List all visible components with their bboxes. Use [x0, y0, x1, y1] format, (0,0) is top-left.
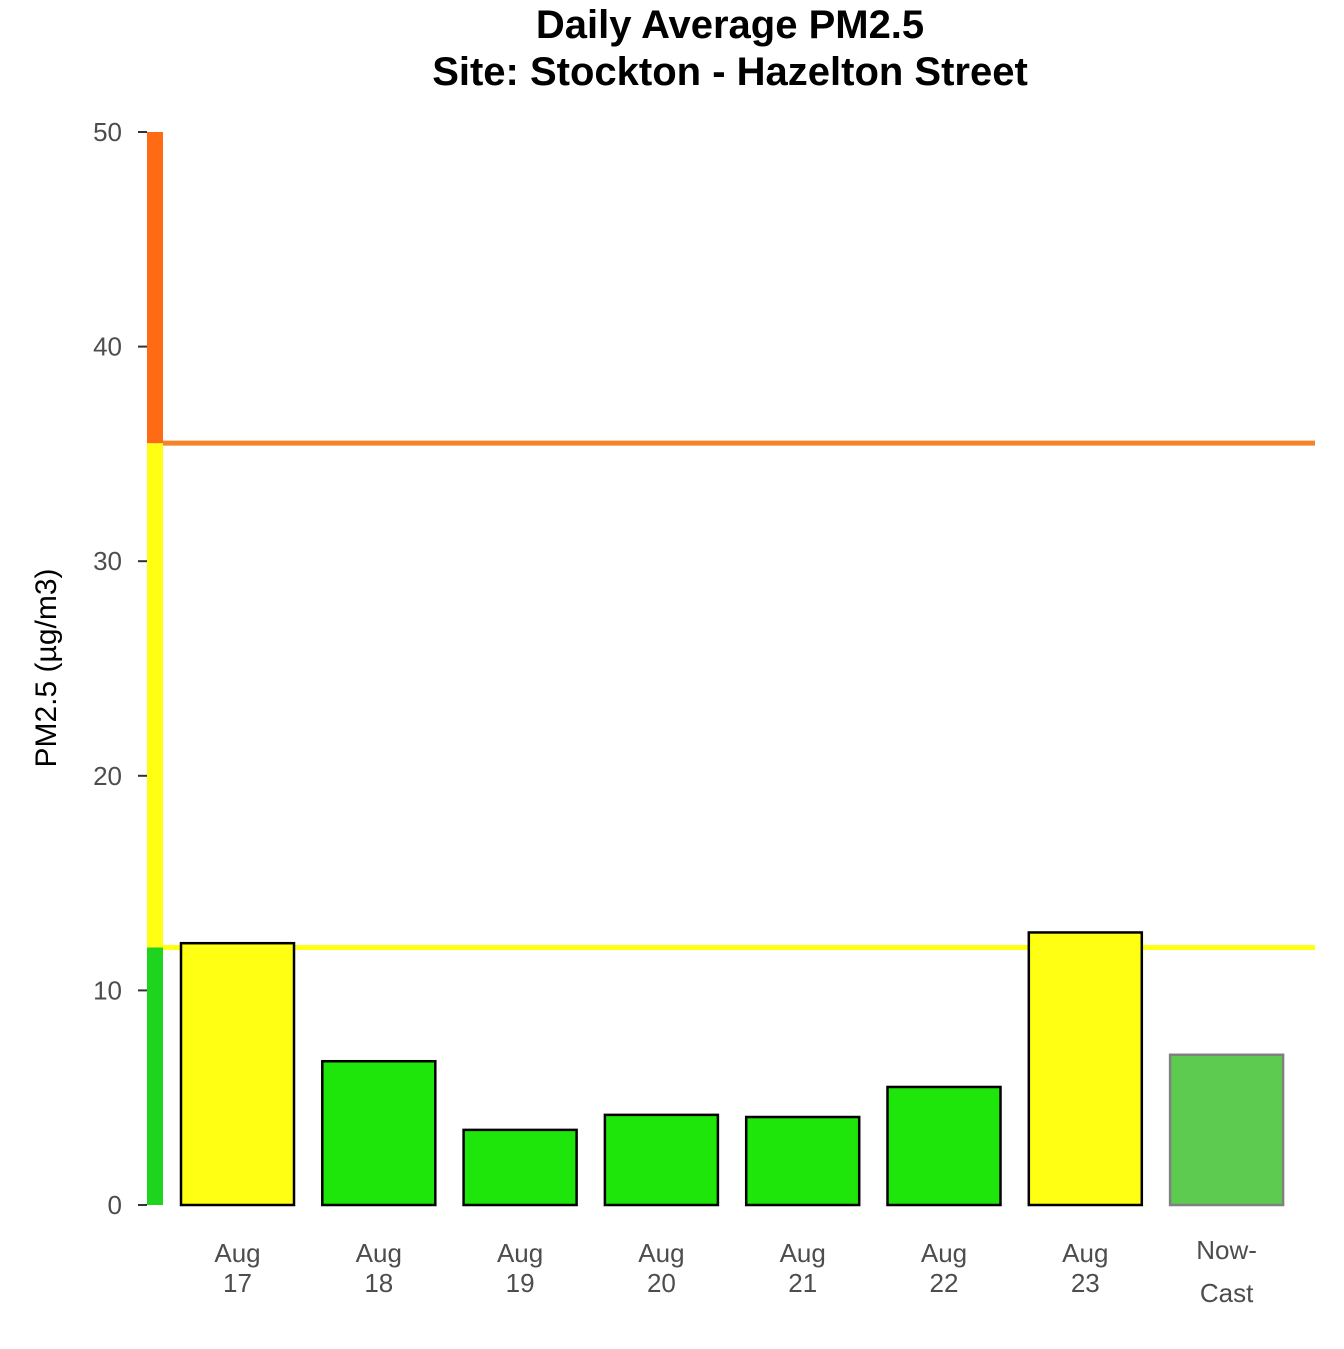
x-label-line1-0: Aug: [214, 1238, 260, 1268]
bar-1: [321, 1059, 437, 1207]
y-axis-title: PM2.5 (µg/m3): [30, 569, 63, 768]
x-label-line2-6: 23: [1071, 1268, 1100, 1298]
y-tick-label-1: 10: [93, 975, 122, 1005]
threshold-lines: [163, 440, 1315, 950]
y-tick-label-2: 20: [93, 761, 122, 791]
y-tick-label-4: 40: [93, 332, 122, 362]
x-label-line2-7: Cast: [1200, 1278, 1254, 1308]
y-axis-ticks: 0 10 20 30 40 50: [93, 117, 147, 1220]
bar-3: [603, 1113, 720, 1207]
x-label-line1-7: Now-: [1196, 1235, 1257, 1265]
bar-7: [1168, 1053, 1285, 1207]
y-tick-label-0: 0: [108, 1190, 122, 1220]
x-label-line2-2: 19: [506, 1268, 535, 1298]
bar-6: [1027, 931, 1144, 1207]
x-label-line2-1: 18: [364, 1268, 393, 1298]
chart-title-line-1: Daily Average PM2.5: [536, 3, 924, 47]
aqi-band-segment-0: [147, 947, 163, 1205]
x-label-line1-4: Aug: [780, 1238, 826, 1268]
x-label-line2-3: 20: [647, 1268, 676, 1298]
bars: [179, 931, 1285, 1207]
y-tick-label-5: 50: [93, 117, 122, 147]
x-label-line1-3: Aug: [638, 1238, 684, 1268]
x-label-line1-1: Aug: [356, 1238, 402, 1268]
x-label-line1-5: Aug: [921, 1238, 967, 1268]
x-axis-labels: Aug17Aug18Aug19Aug20Aug21Aug22Aug23Now-C…: [214, 1235, 1257, 1308]
x-label-line2-5: 22: [930, 1268, 959, 1298]
bar-4: [744, 1115, 861, 1207]
bar-5: [886, 1085, 1002, 1207]
chart-title-line-2: Site: Stockton - Hazelton Street: [432, 50, 1028, 94]
x-label-line1-6: Aug: [1062, 1238, 1108, 1268]
x-label-line2-4: 21: [788, 1268, 817, 1298]
bar-2: [462, 1128, 578, 1207]
y-tick-label-3: 30: [93, 546, 122, 576]
aqi-band-segment-1: [147, 443, 163, 948]
bar-0: [179, 941, 296, 1207]
x-label-line2-0: 17: [223, 1268, 252, 1298]
aqi-color-band: [147, 132, 163, 1205]
aqi-band-segment-2: [147, 132, 163, 444]
x-label-line1-2: Aug: [497, 1238, 543, 1268]
